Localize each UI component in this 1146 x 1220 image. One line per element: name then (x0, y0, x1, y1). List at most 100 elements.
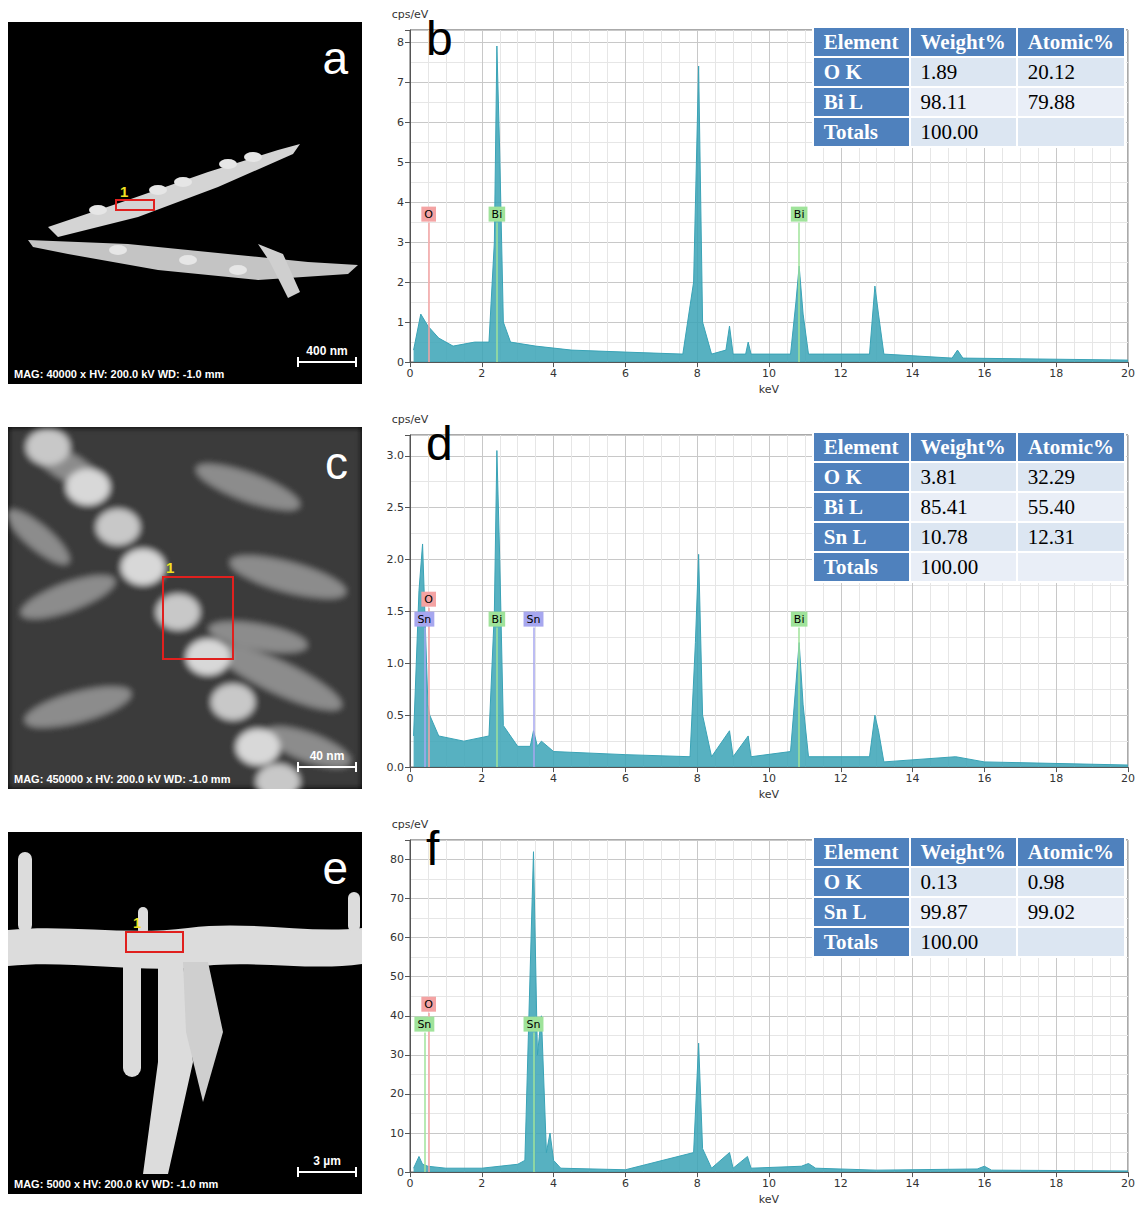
svg-text:80: 80 (390, 853, 404, 866)
html-text:Atomic%: Atomic% (1027, 29, 1114, 54)
svg-text:0: 0 (407, 1177, 414, 1190)
html-text:Totals: Totals (823, 119, 878, 144)
svg-text:6: 6 (622, 367, 629, 380)
html-text:O K: O K (823, 59, 862, 84)
svg-text:MAG: 450000 x HV: 200.0 kV W: MAG: 450000 x HV: 200.0 kV WD: -1.0 mm (14, 773, 231, 785)
svg-text:18: 18 (1049, 367, 1063, 380)
svg-text:10: 10 (762, 772, 776, 785)
svg-text:20: 20 (1121, 367, 1135, 380)
svg-text:1: 1 (397, 316, 404, 329)
svg-text:4: 4 (550, 772, 557, 785)
svg-text:12: 12 (834, 1177, 848, 1190)
svg-text:3.0: 3.0 (387, 449, 405, 462)
svg-text:12: 12 (834, 772, 848, 785)
svg-text:c: c (325, 437, 348, 489)
svg-text:O: O (424, 998, 433, 1011)
svg-text:6: 6 (622, 772, 629, 785)
svg-text:8: 8 (397, 36, 404, 49)
svg-text:3 µm: 3 µm (313, 1154, 341, 1168)
svg-text:0: 0 (397, 356, 404, 369)
svg-text:20: 20 (1121, 1177, 1135, 1190)
svg-text:2.0: 2.0 (387, 553, 405, 566)
svg-text:f: f (426, 822, 440, 875)
html-text:98.11: 98.11 (920, 89, 967, 114)
svg-text:14: 14 (906, 367, 920, 380)
svg-text:Sn: Sn (417, 613, 431, 626)
svg-text:70: 70 (390, 892, 404, 905)
svg-text:keV: keV (759, 788, 780, 801)
svg-text:keV: keV (759, 383, 780, 396)
svg-text:1: 1 (120, 183, 128, 200)
svg-text:6: 6 (622, 1177, 629, 1190)
svg-text:20: 20 (390, 1087, 404, 1100)
svg-text:400 nm: 400 nm (306, 344, 347, 358)
svg-text:40 nm: 40 nm (310, 749, 345, 763)
svg-text:30: 30 (390, 1048, 404, 1061)
svg-text:cps/eV: cps/eV (392, 818, 429, 831)
svg-text:Sn: Sn (527, 613, 541, 626)
svg-text:16: 16 (977, 772, 991, 785)
svg-text:3: 3 (397, 236, 404, 249)
svg-text:2: 2 (478, 367, 485, 380)
svg-text:50: 50 (390, 970, 404, 983)
svg-text:8: 8 (694, 367, 701, 380)
svg-text:2: 2 (478, 1177, 485, 1190)
html-text:79.88: 79.88 (1027, 89, 1075, 114)
html-text:20.12: 20.12 (1027, 59, 1075, 84)
svg-text:0: 0 (407, 772, 414, 785)
svg-text:2: 2 (397, 276, 404, 289)
svg-text:10: 10 (762, 1177, 776, 1190)
svg-text:O: O (424, 593, 433, 606)
svg-text:keV: keV (759, 1193, 780, 1206)
svg-text:4: 4 (550, 1177, 557, 1190)
svg-text:14: 14 (906, 772, 920, 785)
svg-text:4: 4 (397, 196, 404, 209)
svg-text:0.5: 0.5 (387, 709, 405, 722)
html-text:Bi L: Bi L (823, 89, 863, 114)
svg-text:d: d (426, 417, 453, 470)
svg-text:Bi: Bi (794, 613, 805, 626)
svg-text:60: 60 (390, 931, 404, 944)
svg-text:1.0: 1.0 (387, 657, 405, 670)
svg-text:12: 12 (834, 367, 848, 380)
html-text:Weight%: Weight% (920, 29, 1006, 54)
svg-text:20: 20 (1121, 772, 1135, 785)
svg-text:14: 14 (906, 1177, 920, 1190)
svg-text:40: 40 (390, 1009, 404, 1022)
svg-text:0: 0 (407, 367, 414, 380)
html-text:1.89: 1.89 (920, 59, 958, 84)
svg-text:cps/eV: cps/eV (392, 413, 429, 426)
svg-text:1: 1 (133, 914, 141, 931)
svg-text:Sn: Sn (527, 1018, 541, 1031)
svg-text:2: 2 (478, 772, 485, 785)
svg-text:16: 16 (977, 1177, 991, 1190)
svg-text:16: 16 (977, 367, 991, 380)
svg-text:e: e (322, 842, 348, 894)
svg-text:Bi: Bi (794, 208, 805, 221)
svg-text:8: 8 (694, 772, 701, 785)
svg-text:a: a (322, 32, 348, 84)
svg-text:MAG: 40000 x HV: 200.0 kV WD: MAG: 40000 x HV: 200.0 kV WD: -1.0 mm (14, 368, 225, 380)
svg-text:cps/eV: cps/eV (392, 8, 429, 21)
svg-text:8: 8 (694, 1177, 701, 1190)
svg-text:10: 10 (390, 1127, 404, 1140)
svg-text:2.5: 2.5 (387, 501, 405, 514)
svg-text:0: 0 (397, 1166, 404, 1179)
svg-text:4: 4 (550, 367, 557, 380)
svg-text:Bi: Bi (492, 208, 503, 221)
svg-text:1.5: 1.5 (387, 605, 405, 618)
svg-text:18: 18 (1049, 772, 1063, 785)
svg-text:0.0: 0.0 (387, 761, 405, 774)
svg-text:Bi: Bi (492, 613, 503, 626)
html-text:Element: Element (823, 29, 899, 54)
svg-text:10: 10 (762, 367, 776, 380)
svg-text:1: 1 (166, 559, 174, 576)
svg-text:5: 5 (397, 156, 404, 169)
svg-text:MAG: 5000 x HV: 200.0 kV WD:: MAG: 5000 x HV: 200.0 kV WD: -1.0 mm (14, 1178, 218, 1190)
svg-text:b: b (426, 12, 453, 65)
svg-text:6: 6 (397, 116, 404, 129)
svg-text:18: 18 (1049, 1177, 1063, 1190)
svg-text:7: 7 (397, 76, 404, 89)
svg-text:O: O (424, 208, 433, 221)
svg-text:Sn: Sn (417, 1018, 431, 1031)
